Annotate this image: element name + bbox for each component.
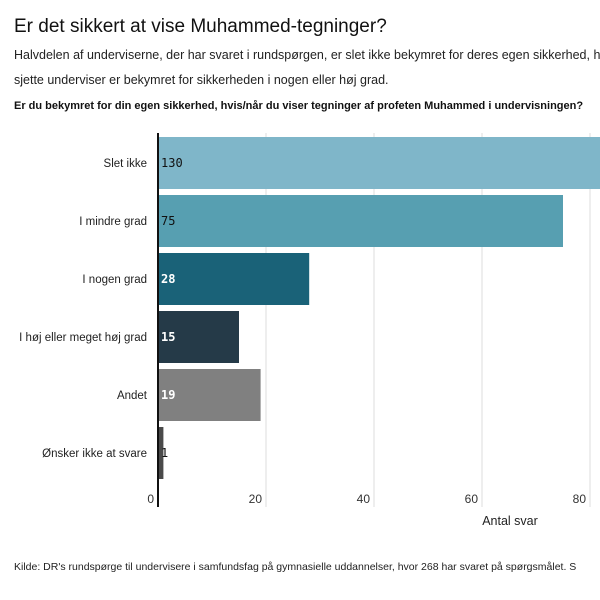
bar xyxy=(158,195,563,247)
category-label: Andet xyxy=(117,390,148,402)
bar xyxy=(158,311,239,363)
data-label: 75 xyxy=(161,214,175,228)
data-label: 130 xyxy=(161,156,183,170)
data-label: 19 xyxy=(161,388,175,402)
x-tick-label: 0 xyxy=(147,492,154,506)
chart-title: Er det sikkert at vise Muhammed-tegninge… xyxy=(14,16,387,37)
data-label: 15 xyxy=(161,330,175,344)
x-tick-label: 20 xyxy=(249,492,263,506)
x-tick-label: 80 xyxy=(573,492,587,506)
x-axis-label: Antal svar xyxy=(482,514,538,528)
subtitle-line-1: Halvdelen af underviserne, der har svare… xyxy=(14,48,600,62)
source-note: Kilde: DR's rundspørge til undervisere i… xyxy=(14,561,577,573)
question: Er du bekymret for din egen sikkerhed, h… xyxy=(14,100,584,112)
category-label: I nogen grad xyxy=(82,274,147,286)
x-tick-label: 40 xyxy=(357,492,371,506)
category-label: I høj eller meget høj grad xyxy=(19,332,147,344)
category-label: I mindre grad xyxy=(79,216,147,228)
data-label: 28 xyxy=(161,272,175,286)
bar xyxy=(158,369,261,421)
x-tick-label: 60 xyxy=(465,492,479,506)
category-label: Slet ikke xyxy=(104,158,147,170)
bar xyxy=(158,253,310,305)
subtitle-line-2: sjette underviser er bekymret for sikker… xyxy=(14,73,389,87)
bar xyxy=(158,137,600,189)
category-label: Ønsker ikke at svare xyxy=(42,448,147,460)
bar xyxy=(158,427,164,479)
data-label: 1 xyxy=(161,446,168,460)
